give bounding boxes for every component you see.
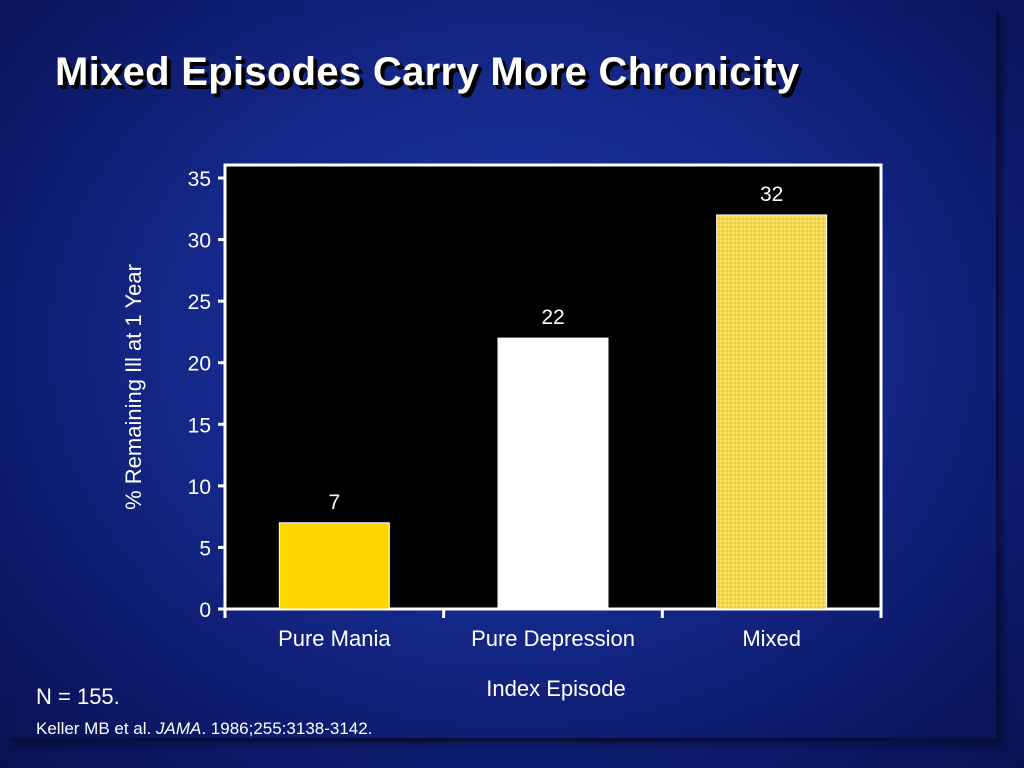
x-tick-label: Pure Depression [471, 626, 635, 651]
citation-details: . 1986;255:3138-3142. [201, 719, 373, 738]
y-axis-label: % Remaining Ill at 1 Year [121, 264, 146, 510]
citation-authors: Keller MB et al. [36, 719, 152, 738]
value-labels-group: 7 22 32 [328, 183, 783, 514]
bar-pure-mania [278, 522, 390, 610]
slide-frame [10, 12, 999, 741]
x-tick-label: Mixed [742, 626, 801, 651]
x-tick-label: Pure Mania [278, 626, 391, 651]
y-tick-label: 10 [188, 476, 211, 499]
y-tick-label: 30 [188, 230, 211, 253]
x-axis: Pure Mania Pure Depression Mixed [223, 609, 883, 651]
y-tick-label: 25 [188, 291, 211, 314]
y-tick-label: 35 [188, 168, 211, 191]
bar-mixed [716, 214, 828, 610]
citation-journal: JAMA [156, 719, 202, 738]
y-tick-label: 15 [188, 414, 211, 437]
data-label: 32 [760, 183, 783, 206]
y-tick-label: 20 [188, 353, 211, 376]
bars-group [278, 214, 828, 610]
bar-pure-depression [497, 337, 609, 610]
x-axis-label: Index Episode [486, 676, 626, 701]
data-label: 7 [328, 491, 340, 514]
y-tick-label: 5 [199, 537, 211, 560]
y-tick-label: 0 [199, 599, 211, 622]
citation: Keller MB et al. JAMA. 1986;255:3138-314… [36, 719, 372, 739]
slide-title: Mixed Episodes Carry More Chronicity [55, 50, 800, 94]
y-axis: 0 5 10 15 20 25 30 35 [188, 168, 225, 622]
sample-size-note: N = 155. [36, 684, 120, 709]
data-label: 22 [541, 306, 564, 329]
